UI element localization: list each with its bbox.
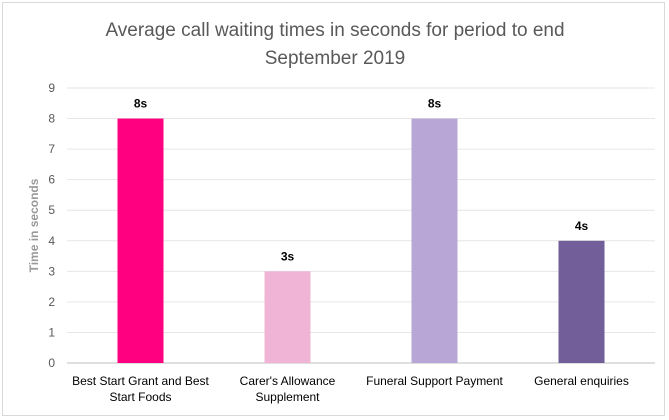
y-tick-label: 2 [48,295,55,309]
bar [117,118,164,363]
chart-title: Average call waiting times in seconds fo… [105,20,565,69]
category-label: Supplement [255,390,320,404]
y-tick-label: 9 [48,81,55,95]
y-axis-title: Time in seconds [27,178,41,272]
bar [264,271,311,363]
y-tick-label: 1 [48,325,55,339]
data-label: 3s [281,249,295,263]
category-label: Start Foods [109,390,171,404]
y-tick-label: 6 [48,173,55,187]
category-label: Carer's Allowance [240,374,336,388]
y-tick-label: 0 [48,356,55,370]
category-label: Funeral Support Payment [366,374,503,388]
y-tick-label: 8 [48,112,55,126]
bar [411,118,458,363]
category-label: Best Start Grant and Best [72,374,209,388]
category-label: General enquiries [534,374,629,388]
y-tick-label: 5 [48,203,55,217]
y-tick-label: 4 [48,234,55,248]
chart-frame [2,2,665,416]
data-label: 8s [428,97,442,111]
bar [558,240,605,363]
data-label: 4s [575,219,589,233]
y-tick-label: 3 [48,264,55,278]
y-tick-label: 7 [48,142,55,156]
data-label: 8s [134,97,148,111]
